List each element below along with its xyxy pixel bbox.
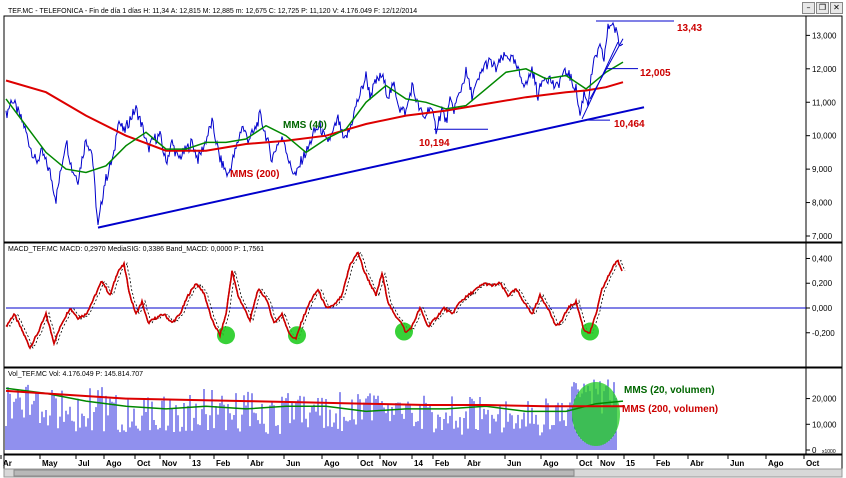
rally-channel-line <box>589 38 624 100</box>
x-tick-label: Ago <box>543 459 559 468</box>
x-tick-label: Abr <box>467 459 481 468</box>
macd-panel <box>3 242 843 368</box>
x-tick-label: Nov <box>162 459 178 468</box>
restore-button[interactable]: ❐ <box>816 2 829 14</box>
mms200-label: MMS (200) <box>230 169 279 180</box>
x-tick-label: Ago <box>106 459 122 468</box>
vol-mms200-line <box>5 389 623 408</box>
x-axis-strip <box>3 454 843 470</box>
x-tick-label: Jun <box>286 459 300 468</box>
volume-unit-note: x1000 <box>822 449 836 455</box>
y-tick-label: 7,000 <box>812 232 833 241</box>
x-tick-label: 15 <box>626 459 635 468</box>
vol-mms20-label: MMS (20, volumen) <box>624 385 715 396</box>
macd-bottom-highlight <box>395 322 413 341</box>
macd-line-overlay <box>5 251 623 350</box>
volume-spike-highlight <box>572 382 620 446</box>
x-tick-label: Oct <box>360 459 374 468</box>
volume-plot: 20,000 10,000 0 <box>5 379 837 455</box>
x-tick-label: Jun <box>730 459 744 468</box>
y-tick-label: 10,000 <box>812 420 837 429</box>
level-10464-label: 10,464 <box>614 119 645 130</box>
mms200-line <box>5 79 624 152</box>
vol-mms200-label: MMS (200, volumen) <box>622 404 718 415</box>
volume-header: Vol_TEF.MC Vol: 4.176.049 P: 145.814.707 <box>8 371 143 378</box>
macd-plot: 0,400 0,200 0,000 -0,200 <box>5 251 835 350</box>
macd-signal-line <box>8 252 626 349</box>
x-tick-label: Ago <box>768 459 784 468</box>
support-trendline <box>97 106 645 229</box>
y-tick-label: 12,000 <box>812 65 837 74</box>
y-tick-label: 11,000 <box>812 98 836 107</box>
x-tick-label: 14 <box>414 459 423 468</box>
x-tick-label: Oct <box>806 459 820 468</box>
mms40-line <box>5 61 624 174</box>
level-12005-label: 12,005 <box>640 68 671 79</box>
y-tick-label: 13,000 <box>812 31 837 40</box>
x-tick-label: Nov <box>382 459 398 468</box>
y-tick-label: 0 <box>812 446 817 455</box>
x-tick-label: 13 <box>192 459 201 468</box>
y-tick-label: 20,000 <box>812 395 837 404</box>
x-tick-label: Abr <box>690 459 704 468</box>
x-tick-label: Jul <box>78 459 90 468</box>
y-tick-label: 0,400 <box>812 254 833 263</box>
x-tick-label: Feb <box>656 459 670 468</box>
x-tick-label: Abr <box>250 459 264 468</box>
y-tick-label: 9,000 <box>812 165 833 174</box>
y-tick-label: 10,000 <box>812 132 837 141</box>
x-tick-label: Ar <box>3 459 12 468</box>
y-tick-label: 0,200 <box>812 279 833 288</box>
level-10194-label: 10,194 <box>419 138 450 149</box>
price-panel <box>3 15 843 243</box>
vol-mms20-line <box>5 387 624 413</box>
level-1343-label: 13,43 <box>677 23 702 34</box>
x-tick-label: Feb <box>216 459 230 468</box>
y-tick-label: -0,200 <box>812 329 835 338</box>
mms40-label: MMS (40) <box>283 120 327 131</box>
macd-header: MACD_TEF.MC MACD: 0,2970 MediaSIG: 0,338… <box>8 246 264 253</box>
y-tick-label: 8,000 <box>812 199 833 208</box>
close-button[interactable]: ✕ <box>830 2 843 14</box>
x-tick-label: Feb <box>435 459 449 468</box>
minimize-button[interactable]: – <box>802 2 815 14</box>
x-axis: Ar May Jul Ago Oct Nov 13 Feb Abr Jun Ago Oct Nov 14 F… <box>0 454 843 478</box>
x-tick-label: Ago <box>324 459 340 468</box>
price-header: TEF.MC - TELEFONICA - Fin de día 1 días … <box>8 8 417 15</box>
y-tick-label: 0,000 <box>812 304 833 313</box>
x-tick-label: Nov <box>600 459 616 468</box>
x-tick-label: Oct <box>579 459 593 468</box>
x-tick-label: May <box>42 459 58 468</box>
x-tick-label: Jun <box>507 459 521 468</box>
x-tick-label: Oct <box>137 459 151 468</box>
scrollbar-thumb <box>13 469 575 477</box>
price-plot: 13,000 12,000 11,000 10,000 9,000 8,000 7,000 <box>5 20 837 241</box>
price-line <box>5 21 624 225</box>
